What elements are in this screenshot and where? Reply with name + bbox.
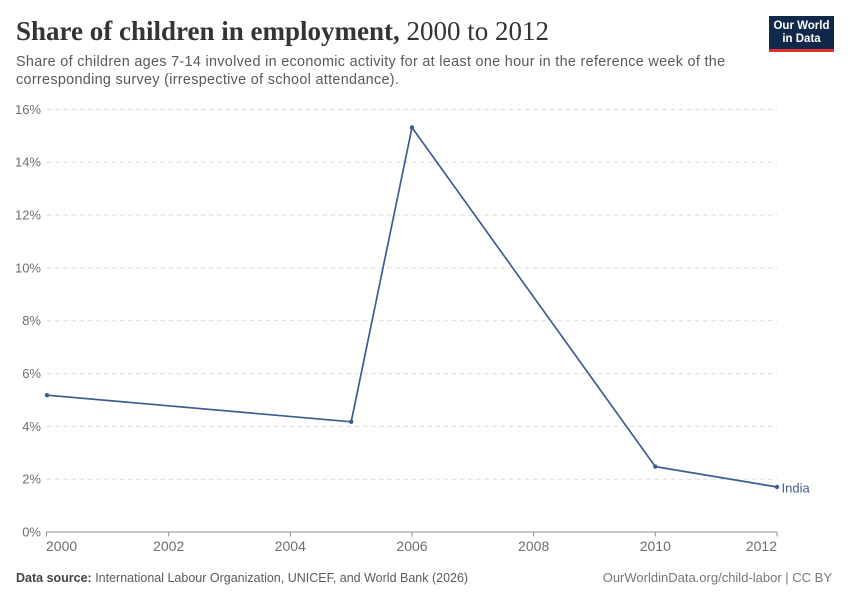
- svg-text:8%: 8%: [22, 313, 41, 328]
- svg-text:14%: 14%: [15, 155, 41, 170]
- svg-text:4%: 4%: [22, 419, 41, 434]
- svg-text:2008: 2008: [518, 538, 549, 554]
- svg-text:6%: 6%: [22, 366, 41, 381]
- svg-text:2002: 2002: [153, 538, 184, 554]
- svg-text:2%: 2%: [22, 472, 41, 487]
- svg-text:2000: 2000: [46, 538, 77, 554]
- svg-text:India: India: [782, 481, 811, 496]
- svg-text:16%: 16%: [15, 102, 41, 117]
- svg-text:2004: 2004: [275, 538, 306, 554]
- svg-text:0%: 0%: [22, 525, 41, 540]
- svg-text:2012: 2012: [746, 538, 777, 554]
- svg-text:10%: 10%: [15, 260, 41, 275]
- svg-text:12%: 12%: [15, 208, 41, 223]
- svg-text:2006: 2006: [396, 538, 427, 554]
- svg-text:2010: 2010: [640, 538, 671, 554]
